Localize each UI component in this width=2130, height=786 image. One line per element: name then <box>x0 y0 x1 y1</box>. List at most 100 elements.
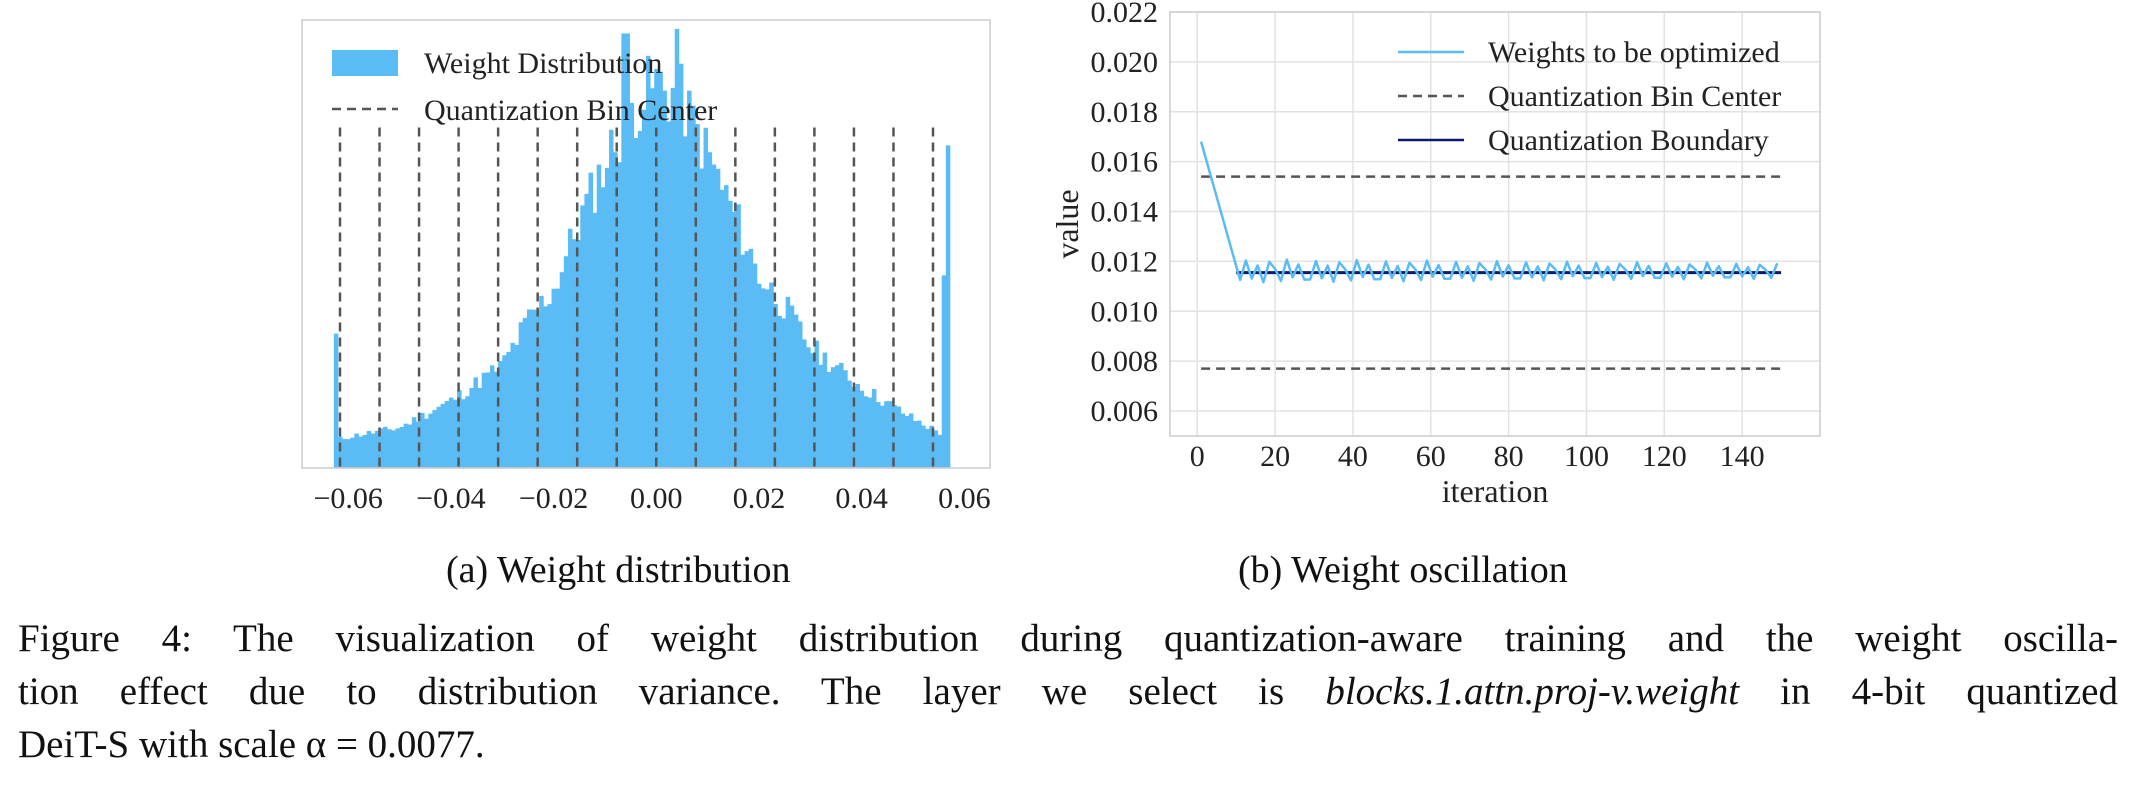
histogram-bar <box>748 248 754 468</box>
histogram-bar <box>806 347 811 468</box>
y-axis-title: value <box>1049 189 1085 258</box>
histogram-bar <box>888 401 893 468</box>
plot-frame <box>301 19 991 469</box>
histogram-bar <box>855 383 860 468</box>
plot-frame <box>1169 11 1821 437</box>
legend-label-weight-distribution: Weight Distribution <box>424 47 662 80</box>
legend-label-bin-center: Quantization Bin Center <box>424 94 717 127</box>
x-tick-label: 60 <box>1416 440 1446 473</box>
histogram-bar <box>387 429 392 468</box>
histogram-bar <box>444 400 450 468</box>
histogram-bar <box>682 136 688 469</box>
bin-center-lines <box>338 127 935 468</box>
x-tick-label: 20 <box>1260 440 1290 473</box>
caption-line-2: tion effect due to distribution variance… <box>18 665 2118 718</box>
histogram-bar <box>781 318 787 468</box>
histogram-bar <box>674 28 680 469</box>
histogram-bar <box>925 428 930 468</box>
histogram-bar <box>510 342 515 468</box>
histogram-bar <box>547 304 552 468</box>
histogram-bar <box>744 251 750 468</box>
histogram-bar <box>765 289 770 468</box>
x-tick-label: 0.02 <box>733 482 786 515</box>
histogram-bar <box>362 434 368 468</box>
histogram-bar <box>625 33 630 468</box>
histogram-bar <box>699 168 704 468</box>
histogram-bar <box>884 401 889 468</box>
histogram-bar <box>666 121 672 468</box>
layer-name: blocks.1.attn.proj-v.weight <box>1325 670 1740 713</box>
histogram-bar <box>703 127 709 468</box>
series-lines <box>1199 141 1782 370</box>
histogram-bar <box>621 33 626 468</box>
histogram-bar <box>420 412 425 468</box>
histogram-bar <box>514 344 520 468</box>
histogram-bar <box>871 389 877 468</box>
histogram-bar <box>908 413 914 468</box>
histogram-bar <box>670 87 676 469</box>
y-tick-label: 0.006 <box>1091 395 1159 428</box>
histogram-bar <box>777 315 782 468</box>
histogram-bar <box>452 399 458 468</box>
histogram-bar <box>596 164 602 468</box>
histogram-bar <box>691 105 696 468</box>
histogram-bar <box>830 367 836 468</box>
histogram-bar <box>810 353 815 468</box>
x-tick-label: 0 <box>1190 440 1205 473</box>
caption-line-3: DeiT-S with scale α = 0.0077. <box>18 723 485 766</box>
x-tick-labels: 0 20 40 60 80 100 120 140 <box>1190 440 1765 473</box>
histogram-bar <box>428 413 433 468</box>
x-axis-title: iteration <box>1442 473 1549 509</box>
histogram-bar <box>637 131 643 468</box>
histogram-bar <box>604 167 610 469</box>
histogram-bar <box>572 239 577 468</box>
histogram-bar <box>900 413 906 468</box>
histogram-bar <box>650 88 655 468</box>
histogram-bar <box>814 340 819 468</box>
histogram-bar <box>769 282 774 468</box>
histogram-bar <box>342 439 347 468</box>
histogram-bar <box>736 204 741 468</box>
x-tick-label: 100 <box>1564 440 1609 473</box>
subcaption-a: (a) Weight distribution <box>446 549 791 591</box>
histogram-bar <box>633 137 639 468</box>
histogram-bar <box>711 164 717 468</box>
histogram-bar <box>374 430 380 468</box>
histogram-bar <box>695 124 700 469</box>
histogram-bar <box>945 145 951 468</box>
histogram-bar <box>678 63 684 468</box>
histogram-bar <box>789 305 795 468</box>
histogram-bar <box>588 172 594 468</box>
weight-distribution-chart: −0.06 −0.04 −0.02 0.00 0.02 0.04 0.06 Weight D… <box>301 19 991 515</box>
histogram-bar <box>818 364 824 468</box>
subcaption-b: (b) Weight oscillation <box>1238 549 1568 591</box>
histogram-bar <box>719 189 725 468</box>
histogram-bar <box>424 418 429 468</box>
x-tick-label: −0.04 <box>416 482 485 515</box>
histogram-bar <box>465 396 470 468</box>
histogram-bar <box>937 434 943 468</box>
histogram-bar <box>481 372 487 468</box>
x-tick-label: 140 <box>1720 440 1765 473</box>
histogram-bar <box>793 314 799 468</box>
x-tick-label: 120 <box>1642 440 1687 473</box>
histogram-bar <box>617 162 622 468</box>
histogram-bar <box>941 275 947 468</box>
histogram-bar <box>526 309 532 468</box>
histogram-bar <box>921 425 926 468</box>
histogram-bar <box>662 90 667 468</box>
histogram-bar <box>867 397 873 468</box>
y-tick-label: 0.008 <box>1091 345 1159 378</box>
histogram-bar <box>350 437 355 468</box>
histogram-bar <box>715 168 721 469</box>
histogram-bar <box>707 152 713 468</box>
y-tick-label: 0.012 <box>1091 245 1159 278</box>
histogram-bar <box>477 387 483 468</box>
histogram-bar <box>609 129 614 468</box>
histogram-bar <box>522 317 528 468</box>
histogram-bar <box>847 380 852 468</box>
histogram-bar <box>391 430 396 468</box>
histogram-bar <box>851 387 856 468</box>
histogram-bar <box>539 295 544 468</box>
histogram-bar <box>411 417 417 468</box>
